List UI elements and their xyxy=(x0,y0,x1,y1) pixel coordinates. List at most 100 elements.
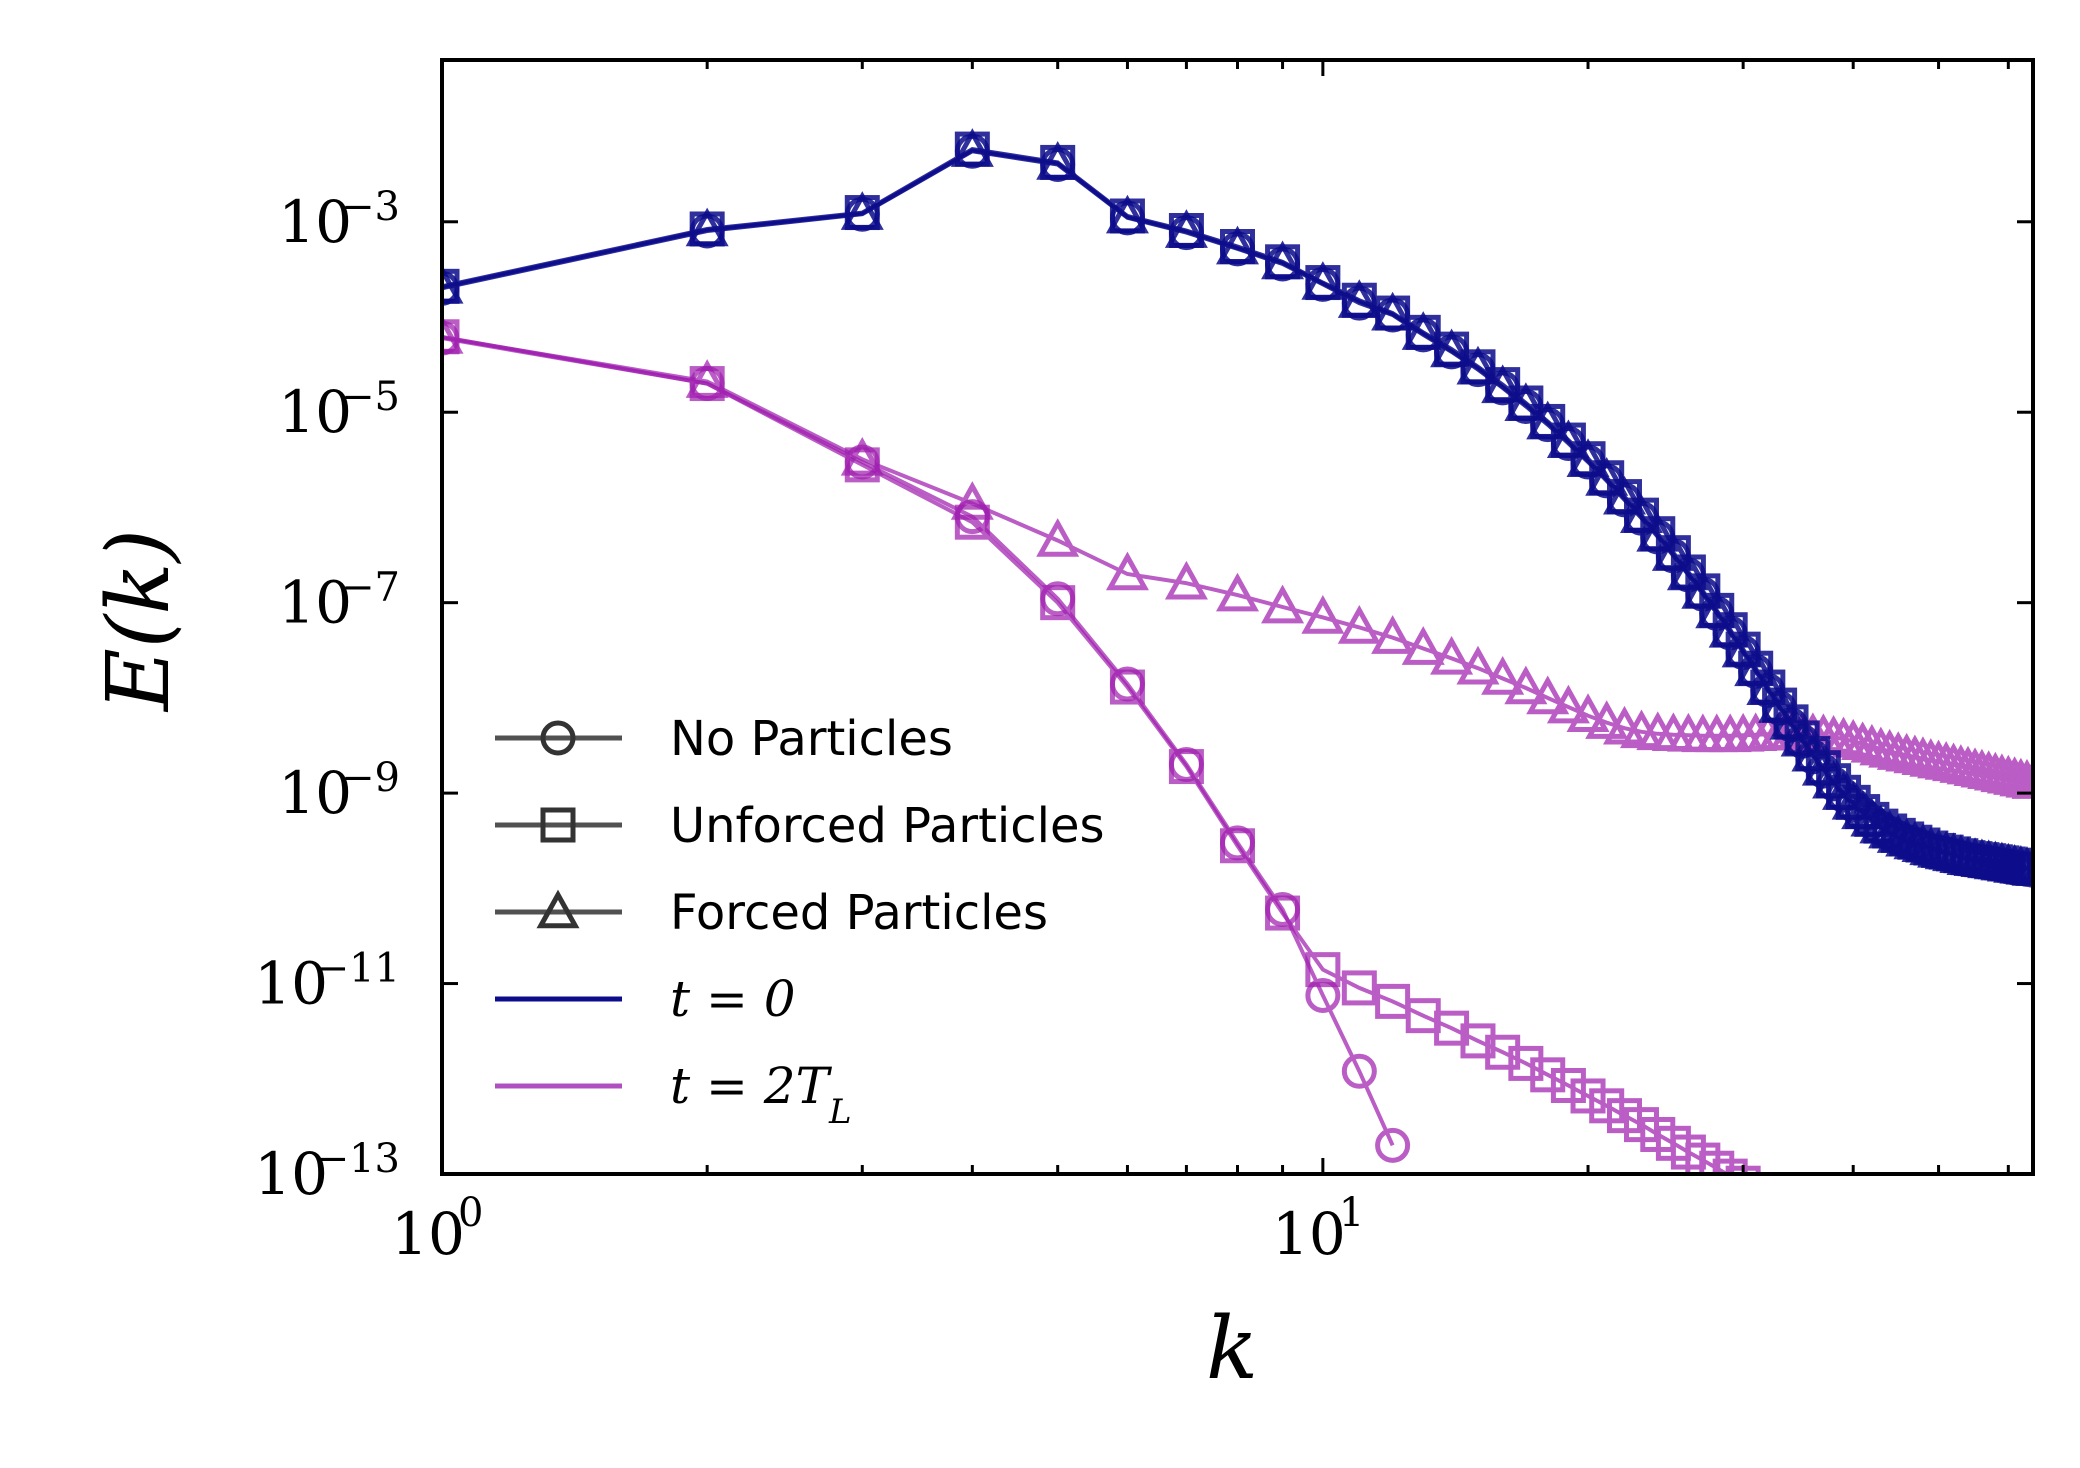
data-point xyxy=(1456,345,1500,385)
data-point xyxy=(1036,518,1080,557)
y-tick-exponent: −13 xyxy=(316,1136,400,1182)
data-point xyxy=(1753,1184,1783,1214)
legend-marker xyxy=(540,807,576,843)
data-point xyxy=(1695,589,1739,629)
data-point xyxy=(1305,952,1341,988)
data-point xyxy=(1337,279,1381,318)
data-point xyxy=(1619,494,1663,533)
data-point xyxy=(1216,225,1259,265)
data-point xyxy=(1746,666,1790,705)
data-point xyxy=(1585,457,1629,496)
x-tick-exponent: 0 xyxy=(458,1190,483,1236)
data-point xyxy=(1708,608,1752,648)
data-point xyxy=(2011,760,2033,799)
data-point xyxy=(840,436,884,476)
data-point xyxy=(442,319,460,355)
data-point xyxy=(1301,595,1345,634)
data-point xyxy=(1401,626,1445,665)
data-point xyxy=(1105,194,1149,234)
data-point xyxy=(1566,693,1610,733)
legend-item: t = 2TL xyxy=(495,1057,852,1132)
data-point xyxy=(1776,1198,1806,1228)
data-point xyxy=(1585,700,1629,739)
data-point xyxy=(1460,1023,1496,1059)
data-point xyxy=(1758,684,1802,723)
legend-marker xyxy=(540,720,576,756)
data-point xyxy=(1216,572,1259,612)
legend-label: Unforced Particles xyxy=(670,798,1105,854)
data-point xyxy=(1666,551,1710,591)
data-point xyxy=(1850,723,1894,763)
data-point xyxy=(1164,560,1208,600)
data-point xyxy=(1430,328,1474,368)
data-point xyxy=(1550,1067,1586,1103)
data-point xyxy=(1876,814,1920,853)
data-point xyxy=(1371,615,1415,654)
series-2 xyxy=(442,128,2033,886)
data-point xyxy=(1481,656,1525,695)
data-point xyxy=(685,207,729,247)
legend-label: Forced Particles xyxy=(670,885,1048,941)
legend: No Particles Unforced Particles Forced Par… xyxy=(495,711,1105,1132)
data-point xyxy=(950,128,994,167)
data-point xyxy=(1566,438,1610,477)
y-tick-label: 10 xyxy=(278,378,352,446)
data-point xyxy=(1430,635,1474,675)
data-point xyxy=(1220,828,1255,864)
data-point xyxy=(1301,261,1345,300)
data-point xyxy=(1734,647,1778,687)
data-point xyxy=(1371,291,1415,331)
data-point xyxy=(1589,1088,1625,1124)
series-4 xyxy=(442,319,1806,1228)
data-point xyxy=(1485,1034,1521,1070)
data-point xyxy=(442,315,464,354)
data-point xyxy=(1570,1078,1606,1114)
y-tick-label: 10 xyxy=(278,188,352,256)
data-point xyxy=(954,504,990,540)
data-point xyxy=(1721,628,1765,668)
x-tick-label: 10 xyxy=(391,1200,465,1268)
y-tick-label: 10 xyxy=(254,950,328,1018)
x-axis-label: k xyxy=(1206,1299,1258,1399)
data-point xyxy=(1261,584,1305,624)
data-point xyxy=(1850,797,1894,837)
data-point xyxy=(1712,1158,1748,1174)
legend-marker xyxy=(536,889,580,929)
y-tick-label: 10 xyxy=(278,759,352,827)
data-point xyxy=(1765,1191,1795,1221)
data-point xyxy=(1526,400,1570,440)
data-point xyxy=(1341,1053,1377,1089)
data-point xyxy=(1456,645,1500,685)
data-point xyxy=(1738,1173,1774,1174)
data-point xyxy=(1265,895,1301,931)
data-point xyxy=(1530,1057,1566,1093)
data-point xyxy=(1337,604,1381,644)
data-point xyxy=(1636,512,1680,552)
y-tick-exponent: −7 xyxy=(341,565,400,611)
data-point xyxy=(1401,311,1445,350)
legend-label: No Particles xyxy=(670,711,953,767)
y-axis-label: E(k) xyxy=(89,529,189,713)
y-tick-exponent: −9 xyxy=(341,755,400,801)
data-point xyxy=(1868,809,1912,849)
data-point xyxy=(1526,675,1570,715)
data-point xyxy=(2011,847,2033,886)
data-point xyxy=(1375,1127,1411,1163)
legend-label: t = 2TL xyxy=(670,1057,852,1132)
x-tick-label: 10 xyxy=(1272,1200,1346,1268)
data-point xyxy=(1040,585,1076,621)
data-point xyxy=(1036,141,1080,180)
y-tick-exponent: −5 xyxy=(341,374,400,420)
data-point xyxy=(1305,977,1341,1013)
y-tick-label: 10 xyxy=(254,1140,328,1208)
data-point xyxy=(1168,749,1204,785)
x-tick-exponent: 1 xyxy=(1339,1190,1364,1236)
data-point xyxy=(1481,364,1525,404)
data-point xyxy=(1651,532,1695,571)
data-point xyxy=(442,268,460,304)
data-point xyxy=(1546,419,1590,459)
data-point xyxy=(1546,684,1590,724)
data-point xyxy=(1769,700,1813,740)
